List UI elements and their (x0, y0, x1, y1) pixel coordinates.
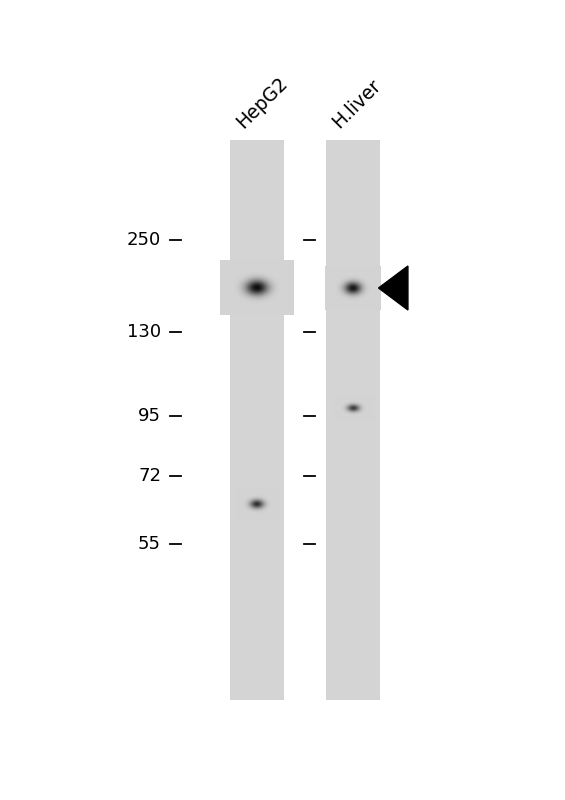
Text: HepG2: HepG2 (232, 74, 291, 132)
Text: 95: 95 (138, 407, 161, 425)
Polygon shape (379, 266, 408, 310)
Text: H.liver: H.liver (328, 76, 385, 132)
Text: 130: 130 (127, 323, 161, 341)
Text: 72: 72 (138, 467, 161, 485)
Bar (231, 140, 284, 700)
Text: 250: 250 (127, 231, 161, 249)
Text: 55: 55 (138, 535, 161, 553)
Bar (327, 140, 380, 700)
